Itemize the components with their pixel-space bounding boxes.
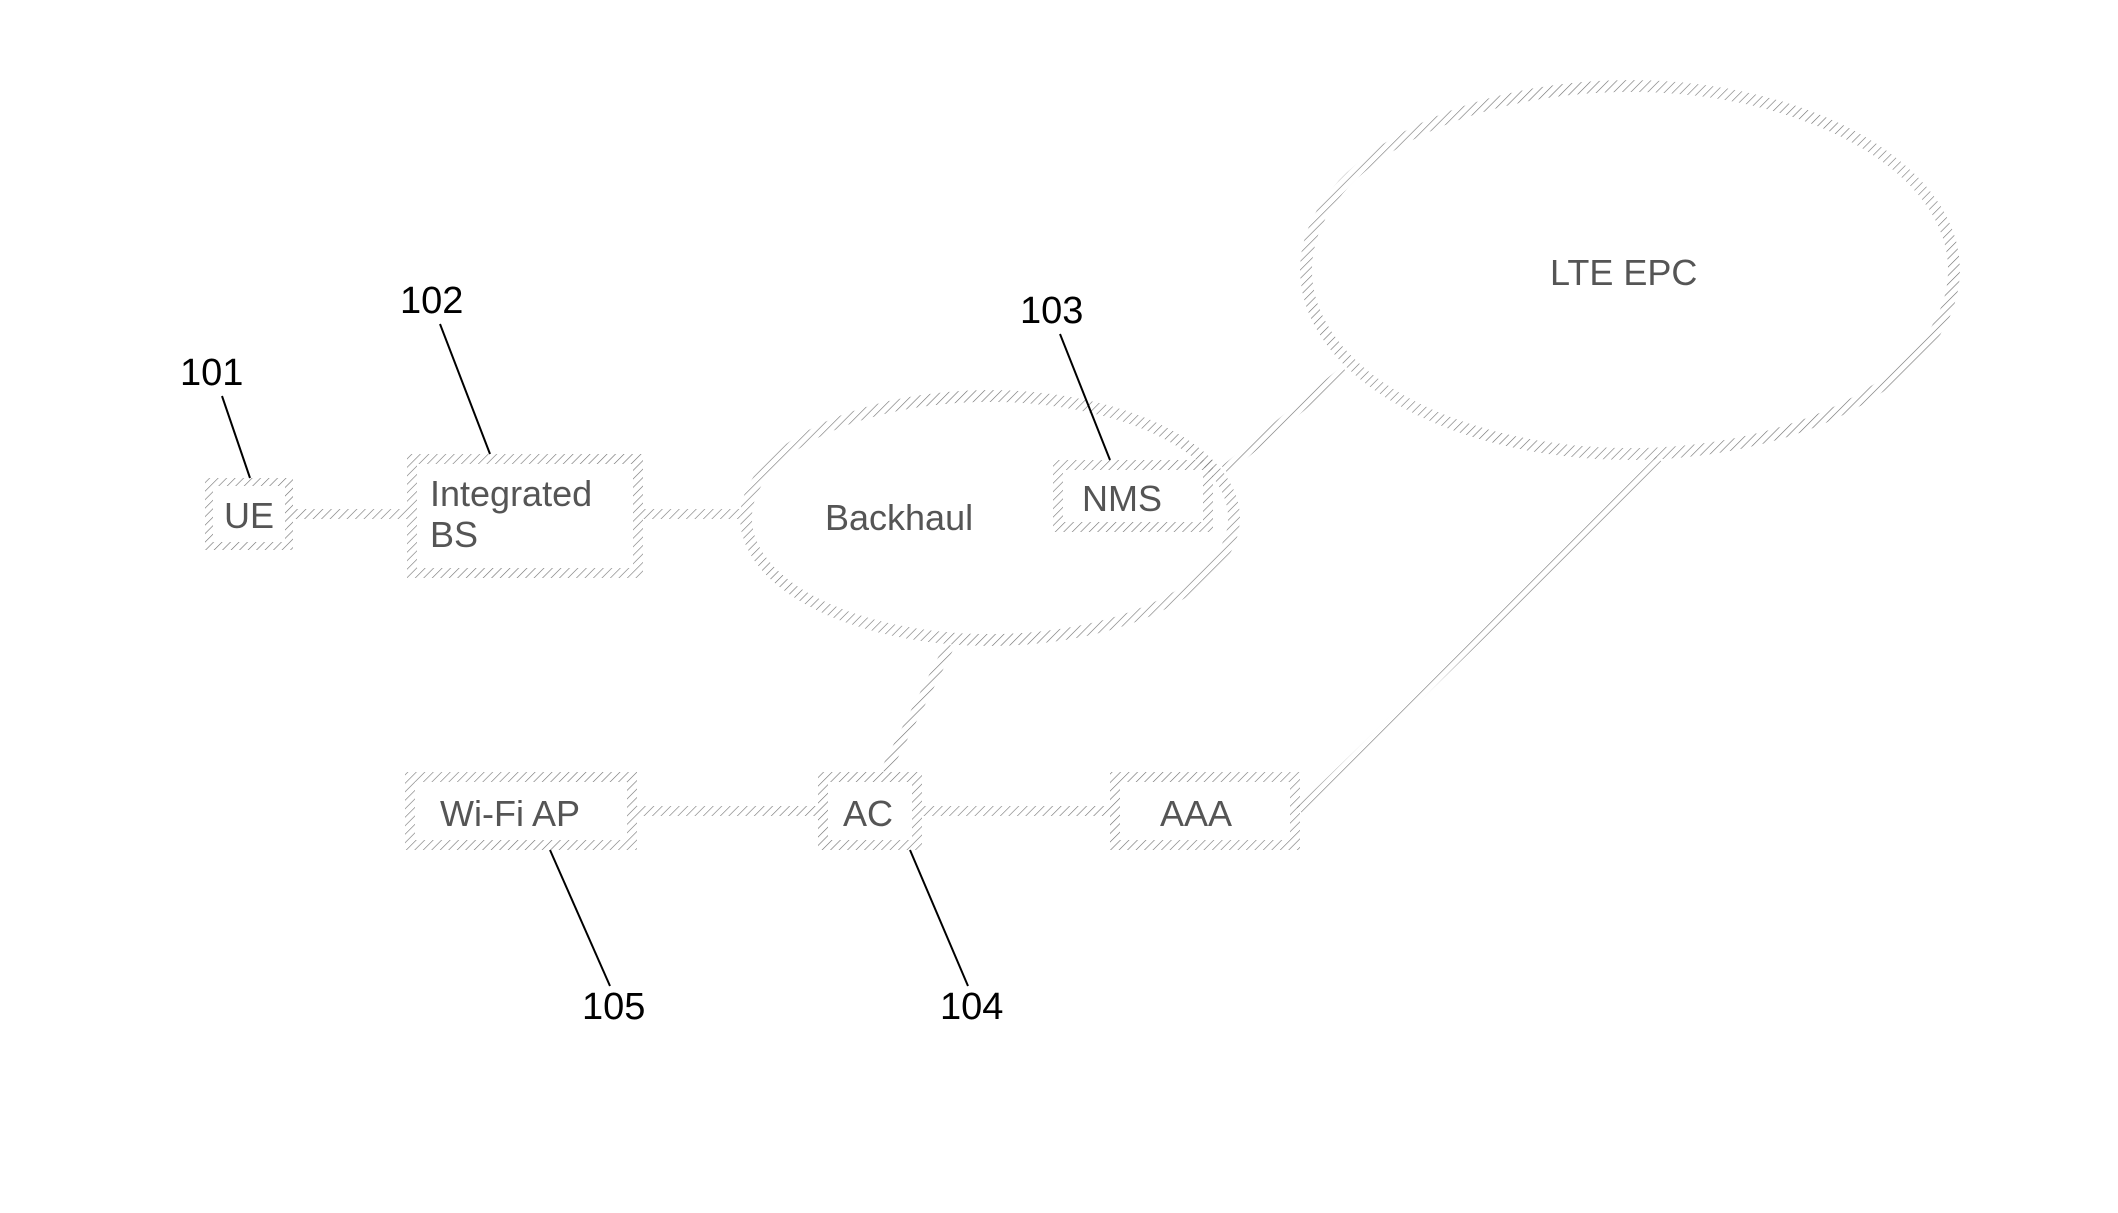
ref-103: 103 (1020, 290, 1083, 333)
label-aaa: AAA (1160, 793, 1232, 834)
label-backhaul: Backhaul (825, 497, 973, 538)
diagram-canvas (0, 0, 2118, 1213)
ref-line-101 (222, 396, 250, 478)
ref-102: 102 (400, 280, 463, 323)
ref-105: 105 (582, 986, 645, 1029)
ref-101: 101 (180, 352, 243, 395)
ref-line-104 (910, 850, 968, 986)
edge-backhaul-ac (885, 645, 950, 772)
ref-line-102 (440, 324, 490, 454)
label-ibs: Integrated BS (430, 473, 592, 556)
label-lteepc: LTE EPC (1550, 252, 1697, 293)
label-wifiap: Wi-Fi AP (440, 793, 580, 834)
label-ac: AC (843, 793, 893, 834)
label-ue: UE (224, 495, 274, 536)
ref-104: 104 (940, 986, 1003, 1029)
edge-aaa-lteepc (1300, 460, 1660, 811)
ref-line-105 (550, 850, 610, 986)
edge-backhaul-lteepc (1225, 370, 1345, 470)
label-nms: NMS (1082, 478, 1162, 519)
